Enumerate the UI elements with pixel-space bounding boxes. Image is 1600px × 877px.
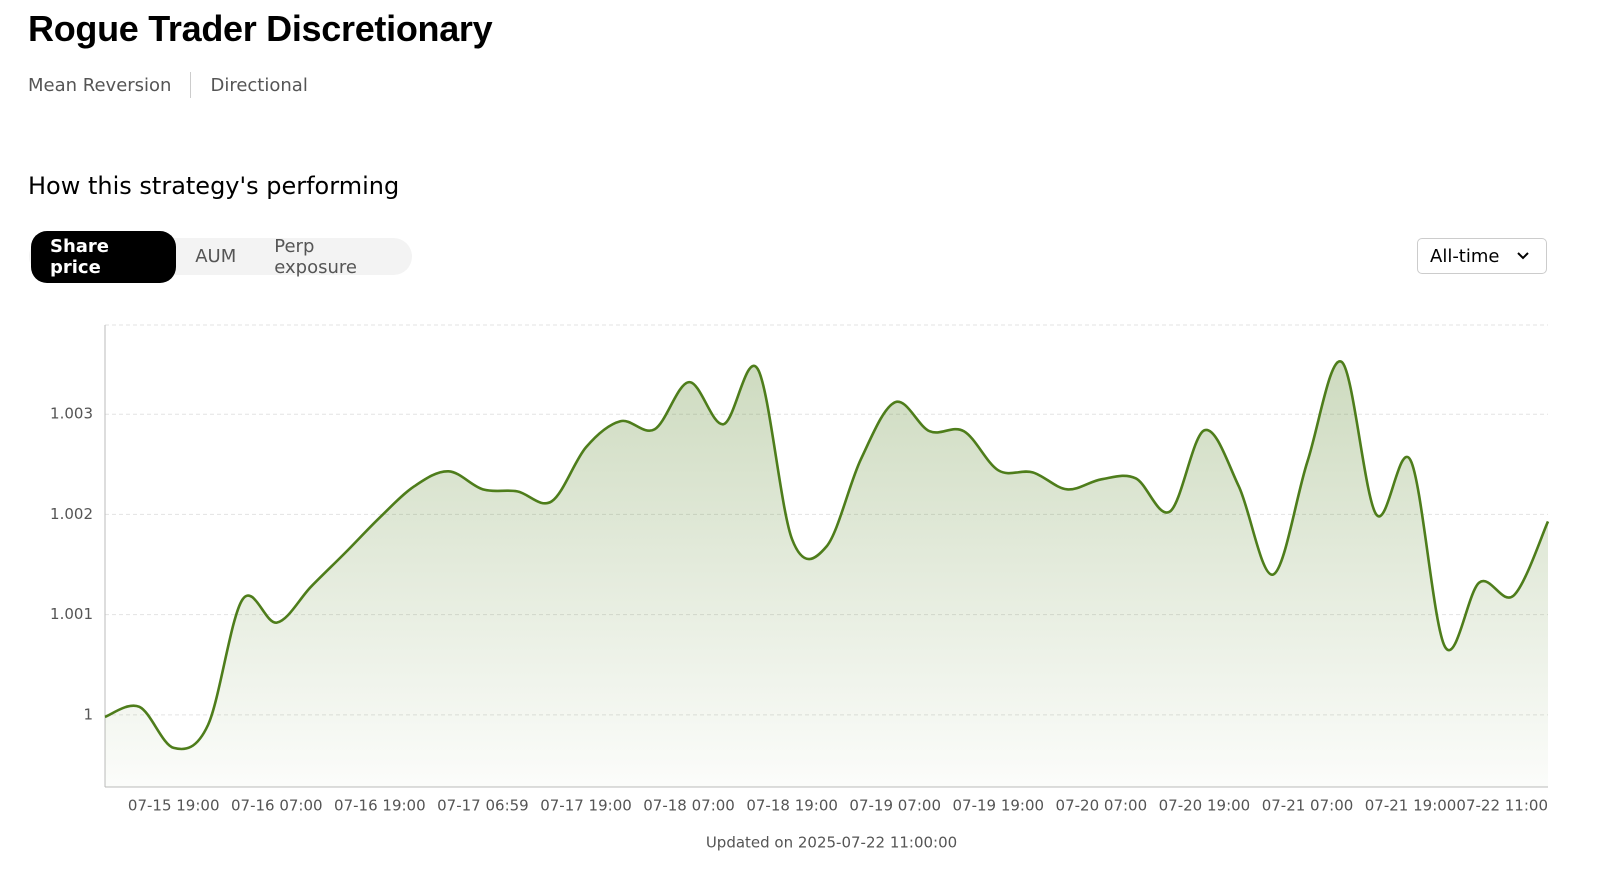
chart: 1 1.001 1.002 1.003 07-15 19:00 07-16 07:00 07… bbox=[50, 324, 1550, 852]
x-tick-label: 07-22 11:00 bbox=[1456, 797, 1548, 815]
x-tick-label: 07-21 19:00 bbox=[1365, 797, 1457, 815]
chevron-icon bbox=[1517, 252, 1529, 260]
x-tick-label: 07-18 07:00 bbox=[643, 797, 735, 815]
x-tick-label: 07-21 07:00 bbox=[1262, 797, 1354, 815]
y-tick-label: 1.003 bbox=[50, 405, 93, 423]
tab[interactable]: AUM bbox=[195, 246, 237, 267]
tags: Mean Reversion Directional bbox=[28, 72, 308, 98]
line bbox=[104, 360, 1550, 751]
area bbox=[105, 361, 1548, 787]
tab-bar: Share price AUM Perp exposure bbox=[29, 230, 412, 283]
x-tick-label: 07-19 07:00 bbox=[849, 797, 941, 815]
x-tick-label: 07-20 19:00 bbox=[1159, 797, 1251, 815]
x-tick-label: 07-20 07:00 bbox=[1056, 797, 1148, 815]
separator bbox=[190, 72, 192, 98]
y-tick-label: 1.002 bbox=[50, 505, 93, 523]
range-selector[interactable]: All-time bbox=[1417, 238, 1547, 274]
updated-note: Updated on 2025-07-22 11:00:00 bbox=[706, 834, 957, 852]
y-tick-label: 1.001 bbox=[50, 605, 93, 623]
tab[interactable]: Perp exposure bbox=[274, 235, 357, 278]
x-tick-label: 07-15 19:00 bbox=[128, 797, 220, 815]
x-tick-label: 07-17 19:00 bbox=[540, 797, 632, 815]
range-label: All-time bbox=[1430, 245, 1500, 267]
y-tick-label: 1 bbox=[83, 705, 93, 723]
x-tick-label: 07-16 07:00 bbox=[231, 797, 323, 815]
tab[interactable]: Share price bbox=[31, 230, 177, 283]
x-tick-label: 07-17 06:59 bbox=[437, 797, 529, 815]
section-title: How this strategy's performing bbox=[28, 172, 400, 200]
tag: Directional bbox=[210, 74, 308, 96]
x-tick-label: 07-19 19:00 bbox=[952, 797, 1044, 815]
tag: Mean Reversion bbox=[28, 74, 172, 96]
strategy-title: Rogue Trader Discretionary bbox=[28, 8, 493, 49]
x-tick-label: 07-16 19:00 bbox=[334, 797, 426, 815]
x-tick-label: 07-18 19:00 bbox=[746, 797, 838, 815]
